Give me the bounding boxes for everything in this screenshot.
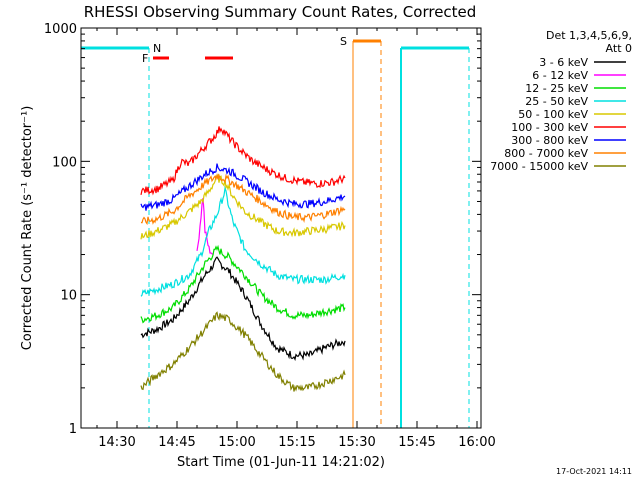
series-line: [140, 256, 346, 362]
legend-label: 100 - 300 keV: [511, 121, 588, 134]
series-line: [140, 126, 346, 196]
x-tick-label: 14:30: [98, 435, 135, 450]
y-tick-label: 1000: [44, 22, 77, 37]
series-line: [140, 311, 346, 392]
plot-frame: [80, 27, 482, 429]
series-line: [140, 172, 346, 226]
legend-label: 300 - 800 keV: [511, 134, 588, 147]
series-line: [140, 244, 346, 324]
footer-date: 17-Oct-2021 14:11: [556, 467, 632, 476]
legend-label: 25 - 50 keV: [525, 95, 588, 108]
x-tick-label: 15:00: [218, 435, 255, 450]
y-axis: 1 10 100 1000: [44, 22, 481, 437]
legend-label: 50 - 100 keV: [518, 108, 588, 121]
series-line: [140, 173, 346, 240]
chart-title: RHESSI Observing Summary Count Rates, Co…: [84, 3, 477, 21]
legend-label: 800 - 7000 keV: [504, 147, 588, 160]
legend-header-line2: Att 0: [606, 42, 632, 55]
night-label: N: [153, 42, 161, 55]
x-tick-label: 15:30: [338, 435, 375, 450]
legend-label: 6 - 12 keV: [532, 69, 588, 82]
series-line: [140, 163, 346, 211]
legend-label: 12 - 25 keV: [525, 82, 588, 95]
y-tick-label: 10: [60, 289, 77, 304]
saa-label: S: [340, 35, 347, 48]
x-tick-label: 15:45: [398, 435, 435, 450]
legend-label: 3 - 6 keV: [539, 56, 588, 69]
y-tick-label: 100: [52, 155, 77, 170]
x-tick-label: 16:00: [458, 435, 495, 450]
series-layer: [140, 126, 346, 392]
series-line: [140, 185, 346, 297]
x-axis-label: Start Time (01-Jun-11 14:21:02): [177, 455, 385, 470]
x-tick-label: 14:45: [158, 435, 195, 450]
x-axis: 14:30 14:45 15:00 15:15 15:30 15:45 16:00: [96, 28, 496, 450]
series-line: [196, 198, 214, 255]
legend-label: 7000 - 15000 keV: [490, 160, 588, 173]
y-axis-label: Corrected Count Rate (s⁻¹ detector⁻¹): [20, 106, 35, 351]
legend-header-line1: Det 1,3,4,5,6,9,: [546, 29, 632, 42]
x-tick-label: 15:15: [278, 435, 315, 450]
flare-label: F: [142, 52, 148, 65]
y-tick-label: 1: [69, 422, 77, 437]
